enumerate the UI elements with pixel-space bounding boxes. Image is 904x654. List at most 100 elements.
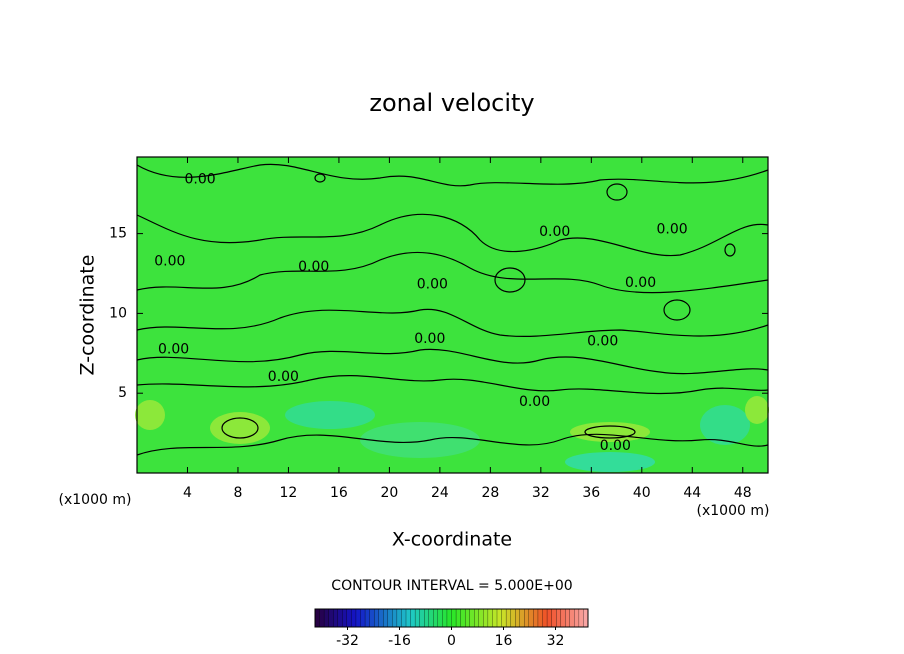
contour-lines	[136, 163, 769, 456]
colorbar-cell	[496, 608, 502, 628]
colorbar-cell	[346, 608, 352, 628]
colorbar-cell	[364, 608, 371, 628]
colorbar-tick-label: 16	[495, 633, 513, 649]
colorbar-cell	[542, 608, 548, 628]
colorbar-cell	[360, 608, 366, 628]
colorbar-cell	[383, 608, 389, 628]
contour	[606, 183, 628, 201]
colorbar-cell	[424, 608, 430, 628]
plot-area: 0.00 0.00 0.00 0.00 0.00 0.00 0.00 0.00 0.00 0.00…	[135, 156, 769, 474]
field-blob	[285, 401, 375, 429]
contour-label: 0.00	[625, 275, 656, 291]
colorbar-cell	[337, 608, 343, 628]
x-tick-label: 24	[431, 485, 449, 501]
colorbar-cell	[501, 608, 507, 628]
x-tick-label: 44	[683, 485, 701, 501]
x-tick-label: 48	[734, 485, 752, 501]
contour-label: 0.00	[185, 171, 216, 187]
x-unit-label: (x1000 m)	[59, 492, 132, 508]
x-axis-label: X-coordinate	[392, 529, 512, 551]
y-tick-label: 10	[109, 305, 127, 321]
colorbar-cell	[574, 608, 580, 628]
field-blob	[700, 405, 750, 445]
colorbar-cell	[578, 608, 584, 628]
colorbar-cell	[483, 608, 489, 628]
x-tick-label: 8	[233, 485, 242, 501]
colorbar-cell	[492, 608, 498, 628]
contour	[724, 243, 736, 257]
colorbar-cell	[446, 608, 452, 628]
colorbar-cell	[328, 608, 334, 628]
field-blob	[360, 422, 480, 458]
contour-label: 0.00	[539, 224, 570, 240]
colorbar-cell	[451, 608, 457, 628]
colorbar-cell	[333, 608, 339, 628]
colorbar-cell	[505, 608, 512, 628]
chart-title: zonal velocity	[369, 89, 534, 117]
colorbar-cell	[528, 608, 534, 628]
colorbar-cell	[410, 608, 416, 628]
x-tick-label: 32	[532, 485, 550, 501]
y-tick-label: 15	[109, 226, 127, 242]
field-blob	[210, 412, 270, 444]
colorbar-cell	[478, 608, 484, 628]
contour-label: 0.00	[154, 254, 185, 270]
contour	[314, 173, 326, 183]
colorbar-cell	[464, 608, 471, 628]
contour	[136, 251, 769, 294]
colorbar-cell	[560, 608, 566, 628]
contour-label: 0.00	[268, 369, 299, 385]
colorbar-cell	[460, 608, 466, 628]
x-tick-label: 20	[380, 485, 398, 501]
colorbar-cell	[537, 608, 543, 628]
colorbar-tick-label: 0	[447, 633, 456, 649]
colorbar-tick-label: -16	[388, 633, 411, 649]
colorbar-cell	[565, 608, 571, 628]
contour	[136, 348, 769, 375]
colorbar-tick-label: 32	[547, 633, 565, 649]
contour	[136, 308, 769, 337]
colorbar-cell	[524, 608, 530, 628]
contour-label: 0.00	[417, 277, 448, 293]
colorbar-cell	[414, 608, 421, 628]
colorbar-cell	[323, 608, 330, 628]
colorbar-cell	[405, 608, 411, 628]
field-blob	[745, 396, 769, 424]
colorbar-cell	[319, 608, 325, 628]
colorbar-cell	[351, 608, 357, 628]
contour-label: 0.00	[657, 222, 688, 238]
x-tick-label: 40	[633, 485, 651, 501]
colorbar-cell	[342, 608, 348, 628]
contour	[221, 417, 259, 439]
y-axis-label: Z-coordinate	[77, 255, 99, 376]
colorbar-cell	[433, 608, 439, 628]
contour-interval: CONTOUR INTERVAL = 5.000E+00	[331, 578, 572, 594]
x-tick-label: 36	[582, 485, 600, 501]
colorbar-cell	[510, 608, 516, 628]
field-blob	[565, 452, 655, 472]
contour-label: 0.00	[158, 341, 189, 357]
contour	[663, 299, 691, 321]
colorbar-cell	[428, 608, 434, 628]
colorbar-cell	[546, 608, 553, 628]
colorbar-cell	[533, 608, 539, 628]
contour	[136, 375, 769, 395]
colorbar-cell	[419, 608, 425, 628]
colorbar-cell	[314, 608, 320, 628]
contour-label: 0.00	[298, 259, 329, 275]
x-tick-label: 28	[481, 485, 499, 501]
colorbar-tick-label: -32	[336, 633, 359, 649]
colorbar-cell	[387, 608, 393, 628]
colorbar-cell	[551, 608, 557, 628]
plot-frame	[136, 156, 769, 474]
colorbar-cell	[487, 608, 493, 628]
colorbar-cell	[474, 608, 480, 628]
contour	[136, 213, 769, 257]
colorbar-cell	[373, 608, 380, 628]
contour	[136, 433, 769, 456]
contour-label: 0.00	[414, 331, 445, 347]
field-blob	[135, 400, 165, 430]
colorbar-cell	[469, 608, 475, 628]
contour-label: 0.00	[600, 438, 631, 454]
